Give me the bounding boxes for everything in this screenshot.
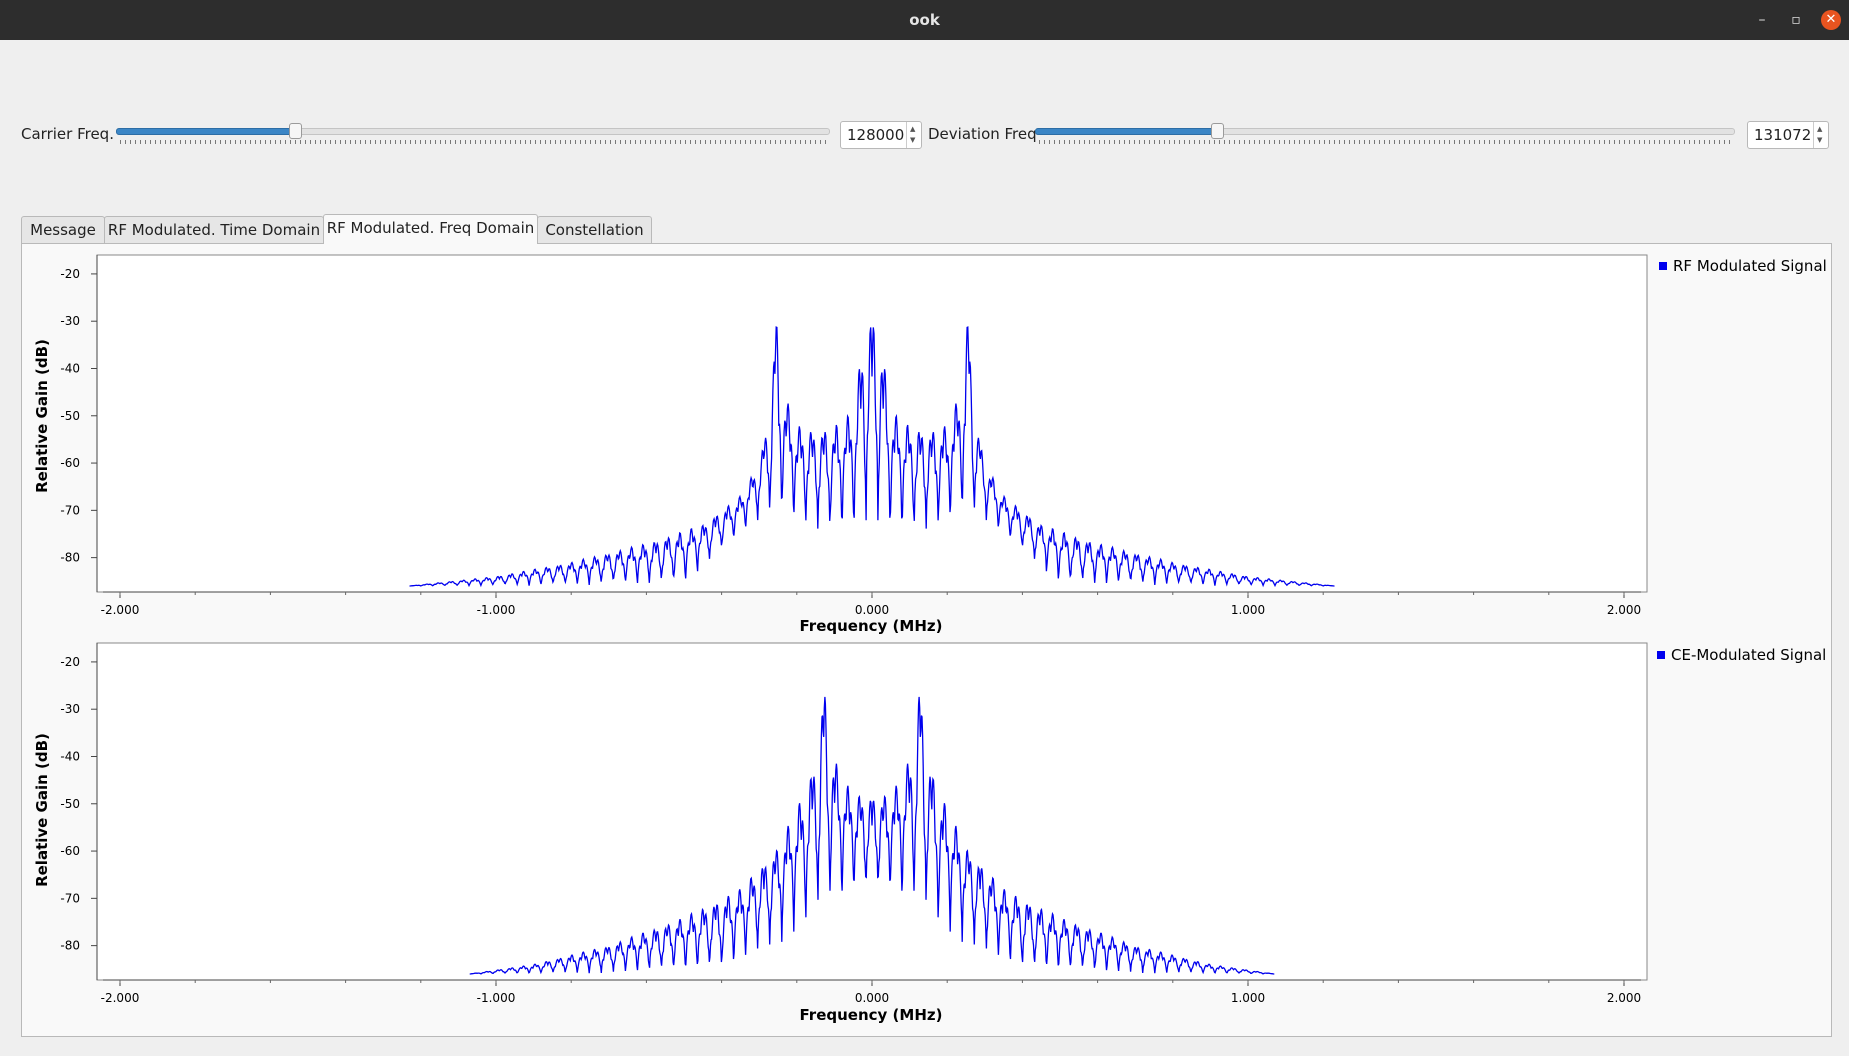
y-tick-label: -70 [60,891,80,905]
carrier-freq-slider[interactable] [116,120,830,144]
plot-ce-modulated: Relative Gain (dB) Frequency (MHz) CE-Mo… [33,642,1826,1024]
tab-constellation[interactable]: Constellation [537,216,652,243]
y-axis-label: Relative Gain (dB) [33,339,51,493]
square-icon [1659,262,1667,270]
y-tick-label: -50 [60,409,80,423]
carrier-freq-value: 128000 [847,126,905,144]
window-title: ook [909,11,940,29]
x-axis-label: Frequency (MHz) [800,1006,943,1024]
x-axis-label: Frequency (MHz) [800,617,943,635]
slider-ticks [1039,140,1731,144]
legend-entry[interactable]: CE-Modulated Signal [1671,646,1826,664]
y-tick-label: -40 [60,361,80,375]
deviation-freq-slider[interactable] [1035,120,1735,144]
spin-arrows[interactable]: ▲ ▼ [906,122,921,148]
triangle-down-icon[interactable]: ▼ [1817,136,1823,144]
y-tick-label: -20 [60,655,80,669]
spin-arrows[interactable]: ▲ ▼ [1813,122,1828,148]
y-tick-label: -40 [60,749,80,763]
x-tick-label: -2.000 [101,603,140,617]
deviation-freq-value: 131072 [1754,126,1812,144]
window-titlebar: ook – ▫ ✕ [0,0,1849,40]
tab-message[interactable]: Message [21,216,105,243]
y-tick-label: -80 [60,939,80,953]
x-tick-label: 1.000 [1231,603,1265,617]
spectrum-trace [409,326,1335,588]
triangle-up-icon[interactable]: ▲ [1817,125,1823,133]
y-tick-label: -60 [60,456,80,470]
y-tick-label: -60 [60,844,80,858]
y-tick-label: -30 [60,314,80,328]
slider-handle[interactable] [288,123,302,139]
triangle-up-icon[interactable]: ▲ [910,125,916,133]
close-button[interactable]: ✕ [1821,10,1841,30]
triangle-down-icon[interactable]: ▼ [910,136,916,144]
y-tick-label: -80 [60,551,80,565]
tab-rf-time-domain[interactable]: RF Modulated. Time Domain [104,216,324,243]
legend-entry[interactable]: RF Modulated Signal [1673,257,1827,275]
carrier-freq-label: Carrier Freq. [21,125,114,143]
y-tick-label: -30 [60,702,80,716]
y-tick-label: -50 [60,797,80,811]
x-tick-label: 2.000 [1607,991,1641,1005]
deviation-freq-label: Deviation Freq [928,125,1037,143]
maximize-button[interactable]: ▫ [1791,12,1801,28]
minimize-button[interactable]: – [1758,12,1766,28]
deviation-freq-spinbox[interactable]: 131072 ▲ ▼ [1747,121,1829,149]
carrier-freq-spinbox[interactable]: 128000 ▲ ▼ [840,121,922,149]
x-tick-label: 1.000 [1231,991,1265,1005]
x-tick-label: 2.000 [1607,603,1641,617]
spectrum-trace [469,696,1275,975]
x-tick-label: -1.000 [477,603,516,617]
slider-ticks [120,140,826,144]
y-tick-label: -20 [60,267,80,281]
square-icon [1657,651,1665,659]
x-tick-label: -2.000 [101,991,140,1005]
slider-handle[interactable] [1211,123,1224,139]
plot-rf-modulated: Relative Gain (dB) Frequency (MHz) RF Mo… [33,254,1827,635]
plot-area [96,254,1648,593]
y-tick-label: -70 [60,503,80,517]
x-tick-label: 0.000 [855,603,889,617]
x-tick-label: 0.000 [855,991,889,1005]
x-tick-label: -1.000 [477,991,516,1005]
tab-rf-freq-domain[interactable]: RF Modulated. Freq Domain [323,214,538,244]
y-axis-label: Relative Gain (dB) [33,733,51,887]
